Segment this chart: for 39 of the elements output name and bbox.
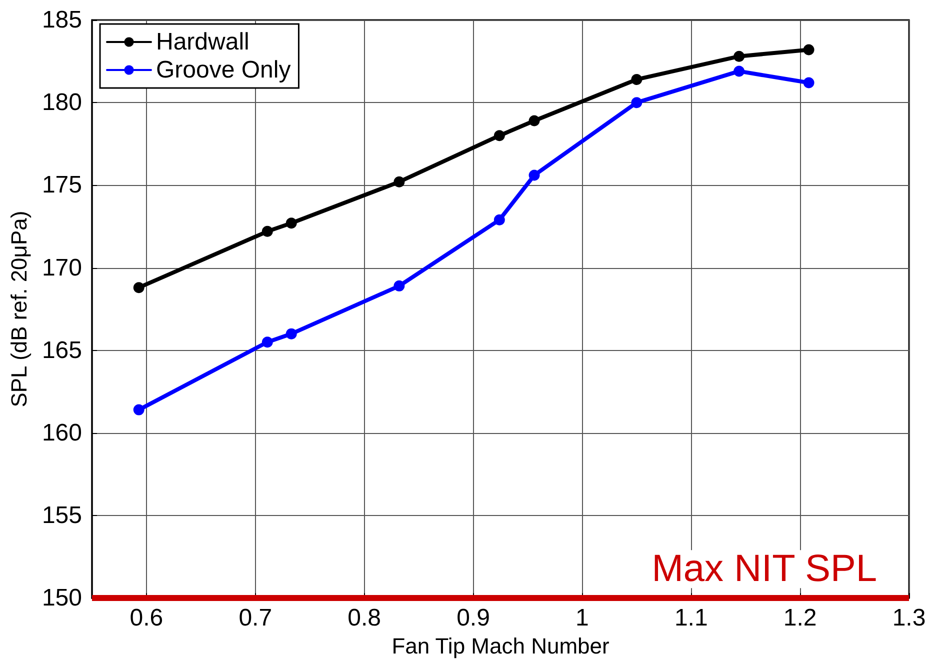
legend-label: Hardwall: [156, 28, 250, 56]
x-tick-label: 1.3: [892, 604, 926, 632]
point: [133, 282, 144, 294]
point: [803, 77, 814, 88]
point: [803, 44, 814, 56]
point: [631, 74, 642, 85]
point: [494, 130, 505, 142]
legend-label: Groove Only: [156, 56, 291, 84]
x-tick-label: 0.9: [456, 604, 490, 632]
x-tick-label: 0.6: [130, 604, 164, 632]
point: [262, 336, 273, 348]
point: [394, 176, 405, 188]
y-tick-label: 160: [42, 419, 82, 446]
point: [528, 170, 540, 181]
point: [394, 280, 405, 292]
point: [286, 218, 297, 229]
x-tick-label: 0.7: [238, 604, 272, 632]
x-tick-label: 1.1: [674, 604, 708, 632]
y-tick-label: 155: [42, 502, 82, 530]
ref-line-label: Max NIT SPL: [652, 548, 877, 590]
point: [133, 404, 144, 416]
y-tick-label: 150: [42, 584, 82, 612]
x-axis-title: Fan Tip Mach Number: [392, 634, 610, 658]
point: [734, 66, 745, 77]
x-tick-label: 0.8: [348, 604, 382, 632]
point: [631, 97, 642, 108]
point: [734, 50, 745, 62]
point: [494, 214, 505, 226]
y-tick-label: 185: [42, 6, 82, 34]
y-tick-label: 175: [42, 172, 82, 199]
y-tick-label: 180: [42, 89, 82, 116]
point: [528, 115, 540, 126]
y-axis-title: SPL (dB ref. 20μPa): [6, 210, 32, 408]
y-tick-label: 170: [42, 254, 82, 282]
x-tick-label: 1.2: [783, 604, 817, 632]
point: [286, 328, 297, 340]
x-tick-label: 1: [576, 604, 589, 632]
point: [262, 226, 273, 237]
y-tick-label: 165: [42, 336, 82, 364]
